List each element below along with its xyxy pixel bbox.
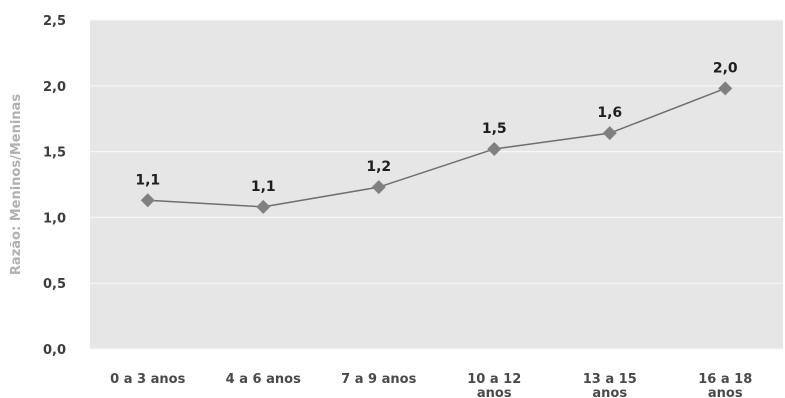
gridlines bbox=[90, 19, 783, 350]
x-tick-label: 0 a 3 anos bbox=[110, 372, 185, 387]
x-tick-label: 16 a 18 bbox=[698, 372, 752, 387]
data-label: 1,1 bbox=[251, 179, 276, 195]
x-tick-label: anos bbox=[708, 386, 743, 398]
x-tick-label: anos bbox=[592, 386, 627, 398]
y-tick-label: 2,5 bbox=[43, 14, 66, 29]
data-point-marker bbox=[718, 81, 733, 96]
x-tick-label: 4 a 6 anos bbox=[226, 372, 301, 387]
data-label: 2,0 bbox=[713, 60, 738, 76]
y-tick-label: 0,5 bbox=[43, 277, 66, 292]
data-point-marker bbox=[140, 193, 155, 208]
x-tick-label: anos bbox=[477, 386, 512, 398]
x-axis-ticks: 0 a 3 anos 4 a 6 anos 7 a 9 anos 10 a 12ano… bbox=[110, 372, 752, 398]
data-label: 1,1 bbox=[135, 172, 160, 188]
x-tick-label: 7 a 9 anos bbox=[341, 372, 416, 387]
x-tick-label: 10 a 12 bbox=[467, 372, 521, 387]
y-tick-label: 2,0 bbox=[43, 80, 66, 95]
data-point-marker bbox=[602, 126, 617, 141]
data-point-marker bbox=[371, 180, 386, 195]
data-point-marker bbox=[487, 141, 502, 156]
y-tick-label: 0,0 bbox=[43, 343, 66, 358]
series-line bbox=[147, 87, 726, 208]
data-label: 1,2 bbox=[366, 159, 391, 175]
data-labels: 1,1 1,1 1,2 1,5 1,6 2,0 bbox=[135, 60, 738, 194]
y-tick-label: 1,0 bbox=[43, 211, 66, 226]
data-label: 1,5 bbox=[482, 121, 507, 137]
data-point-marker bbox=[256, 199, 271, 214]
y-axis-ticks: 0,0 0,5 1,0 1,5 2,0 2,5 bbox=[43, 14, 66, 358]
data-markers bbox=[140, 81, 733, 214]
y-axis-label: Razão: Meninos/Meninas bbox=[9, 94, 24, 275]
x-tick-label: 13 a 15 bbox=[583, 372, 637, 387]
plot-area bbox=[90, 20, 783, 349]
data-label: 1,6 bbox=[597, 105, 622, 121]
y-tick-label: 1,5 bbox=[43, 146, 66, 161]
